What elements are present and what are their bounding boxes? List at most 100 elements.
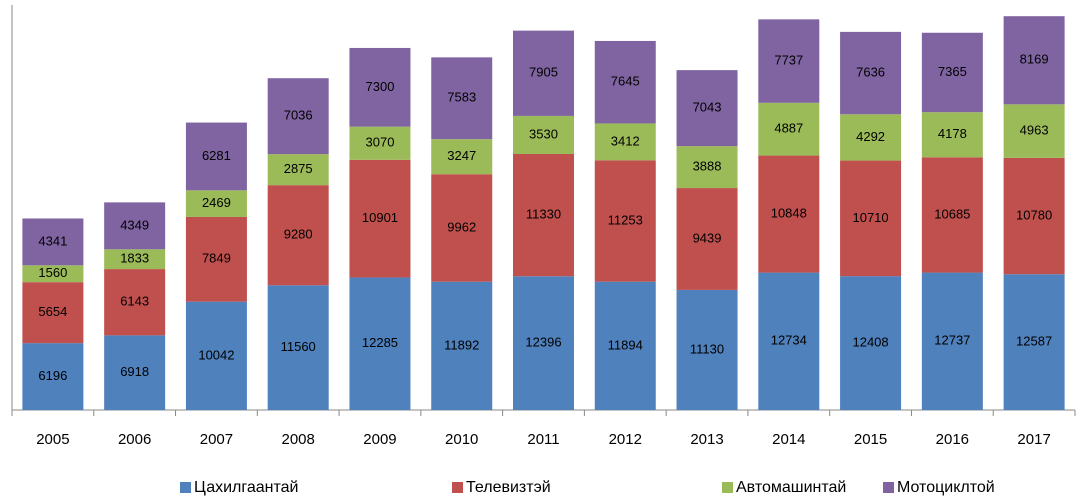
value-label: 11330 <box>526 207 561 222</box>
bar-segment <box>676 289 738 410</box>
bar-segment <box>676 146 738 189</box>
value-label: 3247 <box>447 148 476 163</box>
bar-segment <box>22 282 84 344</box>
bar-segment <box>676 70 738 147</box>
value-label: 7636 <box>856 65 885 80</box>
x-tick-label: 2009 <box>363 431 396 448</box>
x-tick-label: 2010 <box>445 431 478 448</box>
value-label: 3888 <box>693 159 722 174</box>
bar-segment <box>22 343 84 410</box>
bar-segment <box>22 218 84 266</box>
value-label: 1833 <box>120 251 149 266</box>
bar-segment <box>1003 274 1065 410</box>
bar-segment <box>840 276 902 410</box>
legend-swatch <box>452 482 463 493</box>
value-label: 7849 <box>202 251 231 266</box>
legend-label: Телевизтэй <box>466 479 551 496</box>
value-label: 4349 <box>120 217 149 232</box>
bar-segment <box>349 126 411 160</box>
x-tick-label: 2006 <box>118 431 151 448</box>
bar-segment <box>840 31 902 115</box>
bar-segment <box>513 115 574 155</box>
bar-segment <box>22 265 84 283</box>
value-label: 7645 <box>611 74 640 89</box>
x-tick-label: 2013 <box>690 431 723 448</box>
legend-label: Мотоциклтой <box>897 479 995 496</box>
legend-swatch <box>180 482 191 493</box>
value-label: 12408 <box>852 334 888 349</box>
bar-segment <box>267 285 329 410</box>
bar-segment <box>921 272 983 410</box>
x-tick-label: 2007 <box>200 431 233 448</box>
value-label: 11892 <box>444 337 479 352</box>
value-label: 6918 <box>120 364 149 379</box>
bar-segment <box>104 202 166 250</box>
value-label: 9280 <box>284 227 313 242</box>
value-label: 9439 <box>693 230 722 245</box>
bar-segment <box>758 102 820 156</box>
x-tick-label: 2016 <box>936 431 969 448</box>
bar-segment <box>513 30 574 116</box>
bar-segment <box>267 185 329 286</box>
x-tick-label: 2005 <box>36 431 69 448</box>
value-label: 12285 <box>362 335 398 350</box>
bar-segment <box>1003 16 1065 105</box>
x-tick-label: 2017 <box>1017 431 1050 448</box>
bar-segment <box>431 139 493 175</box>
bar-segment <box>431 174 493 282</box>
bar-segment <box>594 123 656 161</box>
bar-segment <box>349 159 411 278</box>
value-label: 11130 <box>690 341 724 356</box>
bar-segment <box>921 32 983 113</box>
bar-segment <box>431 57 493 140</box>
bar-segment <box>349 277 411 410</box>
bar-segment <box>594 160 656 282</box>
value-label: 6281 <box>202 148 231 163</box>
value-label: 7583 <box>447 90 476 105</box>
bar-segment <box>758 272 820 410</box>
bar-segment <box>431 281 493 410</box>
bar-segment <box>1003 157 1065 275</box>
bar-segment <box>185 216 247 302</box>
legend-swatch <box>722 482 733 493</box>
value-label: 7737 <box>774 53 803 68</box>
value-label: 7036 <box>284 108 313 123</box>
bar-segment <box>758 155 820 273</box>
bar-segment <box>758 19 820 103</box>
bar-segment <box>349 47 411 127</box>
value-label: 12396 <box>525 335 561 350</box>
value-label: 10780 <box>1016 207 1052 222</box>
value-label: 3530 <box>529 126 558 141</box>
x-tick-label: 2011 <box>527 431 559 448</box>
bar-segment <box>267 154 329 186</box>
bar-segment <box>921 157 983 273</box>
value-label: 4178 <box>938 126 967 141</box>
x-tick-label: 2014 <box>772 431 805 448</box>
bar-segment <box>104 249 166 270</box>
bar-segment <box>594 281 656 410</box>
value-label: 10685 <box>934 206 970 221</box>
bar-segment <box>840 114 902 161</box>
bar-segment <box>185 122 247 191</box>
value-label: 9962 <box>447 219 476 234</box>
legend-swatch <box>883 482 894 493</box>
value-label: 11253 <box>608 212 643 227</box>
bar-segment <box>676 188 738 290</box>
value-label: 7300 <box>366 79 395 94</box>
bar-segment <box>185 301 247 410</box>
x-tick-label: 2012 <box>609 431 642 448</box>
bar-segment <box>267 78 329 155</box>
value-label: 10710 <box>852 210 888 225</box>
value-label: 3412 <box>611 133 640 148</box>
x-tick-label: 2015 <box>854 431 887 448</box>
bar-segment <box>104 269 166 336</box>
value-label: 6196 <box>38 368 67 383</box>
value-label: 2469 <box>202 195 231 210</box>
value-label: 12737 <box>934 333 970 348</box>
value-label: 6143 <box>120 294 149 309</box>
legend-label: Цахилгаантай <box>194 479 298 496</box>
bar-segment <box>1003 104 1065 158</box>
value-label: 11894 <box>608 337 643 352</box>
x-tick-label: 2008 <box>282 431 315 448</box>
